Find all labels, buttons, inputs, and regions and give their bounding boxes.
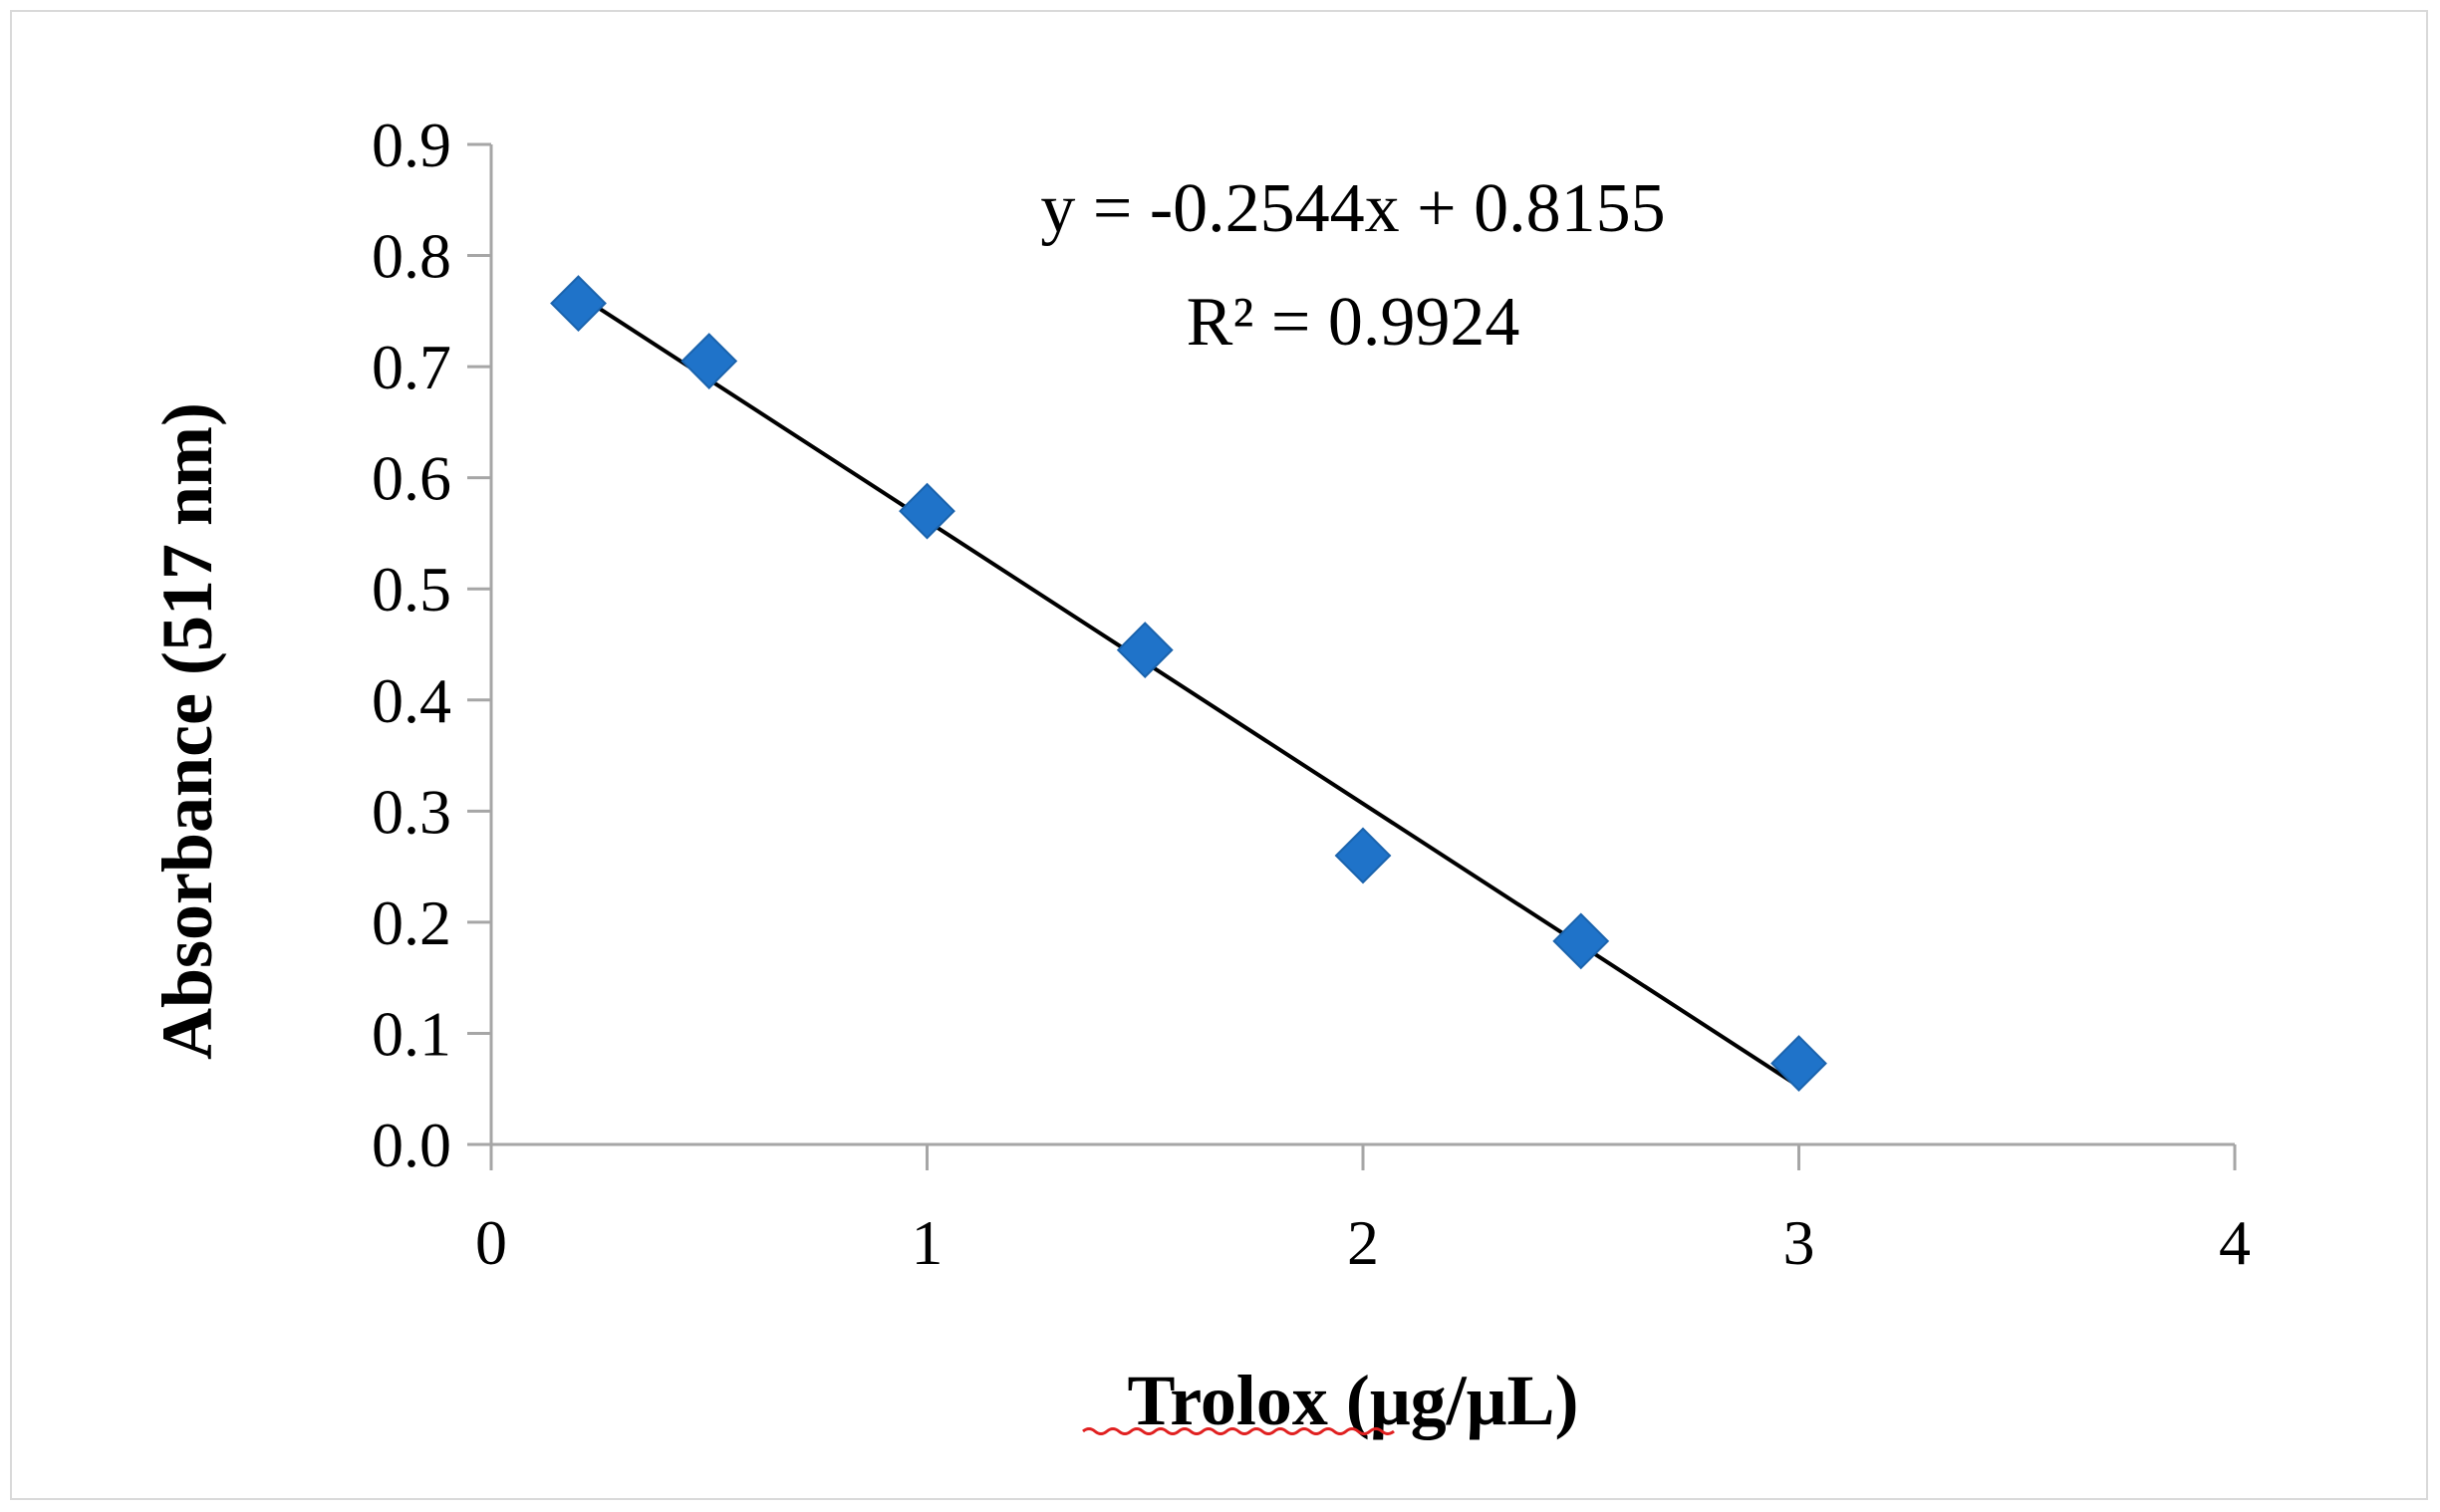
x-tick-label: 0 <box>475 1207 507 1278</box>
chart-area <box>10 10 2428 1500</box>
data-point-diamond <box>899 482 955 540</box>
y-tick-label: 0.3 <box>372 776 451 847</box>
y-tick-label: 0.1 <box>372 998 451 1069</box>
y-tick-label: 0.0 <box>372 1110 451 1180</box>
y-axis-ticks: 0.0 0.1 0.2 0.3 0.4 0.5 0.6 0.7 0.8 0.9 <box>372 110 491 1180</box>
y-tick-label: 0.7 <box>372 332 451 402</box>
y-tick-label: 0.4 <box>372 665 451 736</box>
x-tick-label: 3 <box>1783 1207 1815 1278</box>
data-point-diamond <box>1334 827 1392 884</box>
y-tick-label: 0.2 <box>372 887 451 958</box>
y-tick-label: 0.5 <box>372 554 451 625</box>
y-tick-label: 0.6 <box>372 443 451 514</box>
trendline-equation: y = -0.2544x + 0.8155 <box>1040 170 1665 247</box>
x-tick-label: 2 <box>1347 1207 1379 1278</box>
data-point-diamond <box>680 333 738 389</box>
data-point-diamond <box>1552 912 1610 970</box>
x-axis-title: Trolox (μg/μL) <box>1128 1361 1579 1440</box>
x-tick-label: 4 <box>2219 1207 2251 1278</box>
y-tick-label: 0.8 <box>372 221 451 292</box>
y-tick-label: 0.9 <box>372 110 451 180</box>
trendline-layer <box>577 293 1800 1089</box>
r-squared-label: R² = 0.9924 <box>1187 284 1520 361</box>
data-points <box>550 275 1827 1092</box>
x-axis-ticks: 0 1 2 3 4 <box>475 1144 2251 1278</box>
data-point-diamond <box>550 275 607 332</box>
data-point-diamond <box>1116 622 1174 678</box>
spellcheck-underline-decoration <box>1082 1427 1395 1435</box>
data-point-diamond <box>1770 1035 1827 1092</box>
x-tick-label: 1 <box>912 1207 944 1278</box>
y-axis-title: Absorbance (517 nm) <box>147 402 227 1060</box>
linear-trendline <box>577 293 1800 1089</box>
